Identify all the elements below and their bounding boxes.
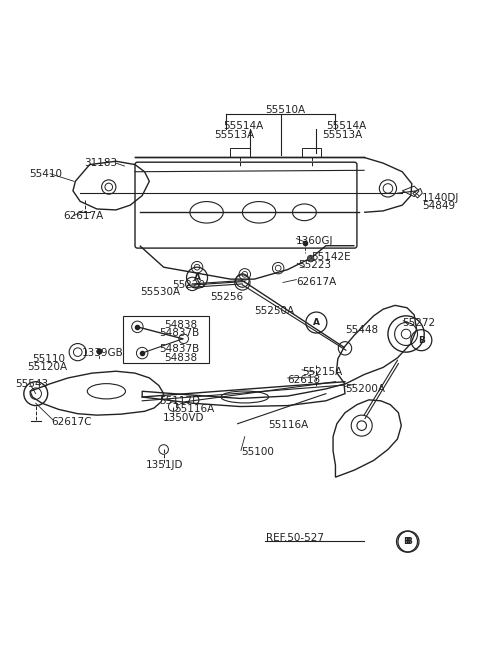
Bar [123, 316, 209, 363]
Text: 31183: 31183 [84, 158, 117, 168]
Text: 55116A: 55116A [269, 420, 309, 430]
Text: 55250A: 55250A [254, 306, 294, 315]
Text: 55223: 55223 [298, 261, 331, 271]
Text: 55117D: 55117D [159, 396, 200, 406]
Text: A: A [313, 318, 320, 327]
Text: 54837B: 54837B [159, 344, 199, 354]
Bar [302, 148, 321, 158]
Text: 55543: 55543 [15, 379, 48, 389]
Text: B: B [405, 537, 412, 546]
Text: 55100: 55100 [241, 448, 274, 458]
Text: 55220: 55220 [172, 281, 205, 291]
Text: 62617A: 62617A [296, 277, 336, 287]
Text: B: B [418, 336, 425, 345]
Text: 55110: 55110 [32, 354, 65, 364]
Text: 62618: 62618 [288, 375, 321, 385]
Text: 62617A: 62617A [63, 211, 104, 221]
Text: 55530A: 55530A [140, 287, 180, 297]
Text: 54838: 54838 [165, 320, 198, 330]
Text: 55410: 55410 [29, 168, 62, 178]
Text: 1351JD: 1351JD [145, 460, 183, 470]
Text: 1360GJ: 1360GJ [296, 236, 334, 246]
Text: 55256: 55256 [210, 293, 243, 302]
Text: 55215A: 55215A [302, 367, 342, 377]
Text: 1350VD: 1350VD [163, 413, 204, 423]
Text: 55116A: 55116A [175, 404, 215, 414]
Text: 54849: 54849 [422, 201, 456, 211]
Text: A: A [193, 273, 201, 282]
Text: 54837B: 54837B [159, 327, 199, 337]
Bar [230, 148, 250, 158]
Text: 1140DJ: 1140DJ [421, 193, 459, 203]
Text: 55514A: 55514A [223, 122, 264, 132]
Text: REF.50-527: REF.50-527 [266, 533, 324, 543]
Text: 55272: 55272 [402, 318, 435, 328]
Text: 55514A: 55514A [326, 122, 366, 132]
Text: 55200A: 55200A [345, 384, 385, 394]
Text: 54838: 54838 [165, 353, 198, 363]
Circle shape [307, 255, 314, 262]
Text: 55448: 55448 [345, 325, 378, 335]
Text: 62617C: 62617C [51, 417, 92, 427]
Text: 55120A: 55120A [28, 362, 68, 372]
Text: 1339GB: 1339GB [82, 348, 123, 358]
Text: 55513A: 55513A [214, 130, 254, 140]
Text: 55510A: 55510A [265, 105, 305, 115]
Text: B: B [404, 537, 410, 546]
Text: 55142E: 55142E [312, 252, 351, 262]
Text: 55513A: 55513A [322, 130, 362, 140]
